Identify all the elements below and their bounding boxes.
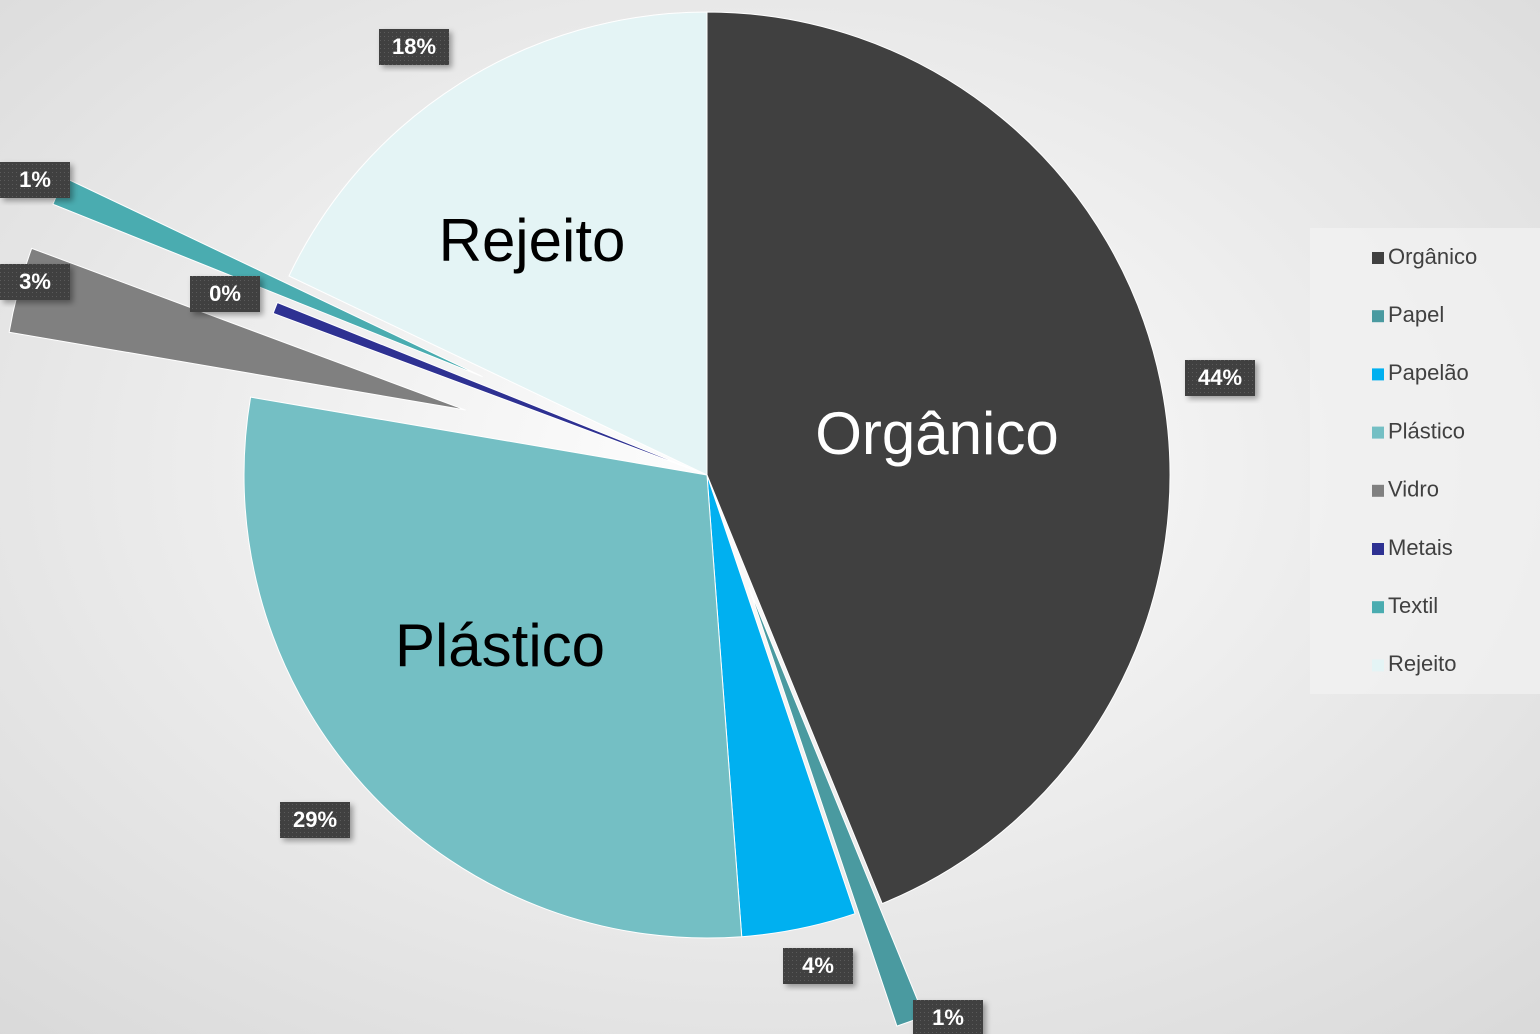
slice-label: Orgânico [815, 400, 1058, 467]
data-label: 0% [209, 281, 241, 306]
legend-label: Papelão [1388, 360, 1469, 385]
data-label-box [0, 162, 70, 198]
legend-swatch [1372, 601, 1384, 614]
data-label: 4% [802, 953, 834, 978]
slice [272, 301, 708, 476]
legend-swatch [1372, 252, 1384, 264]
legend-swatch [1372, 310, 1384, 323]
data-label-box [0, 264, 70, 300]
legend-swatch [1372, 659, 1384, 672]
data-label-box [783, 948, 853, 984]
data-label: 44% [1198, 365, 1242, 390]
legend-swatch [1372, 543, 1384, 555]
slice [243, 396, 743, 939]
legend-label: Vidro [1388, 477, 1439, 502]
legend-swatch [1372, 426, 1384, 439]
data-label: 3% [19, 269, 51, 294]
data-label-box [190, 276, 260, 312]
data-label: 18% [392, 34, 436, 59]
data-label: 1% [19, 167, 51, 192]
data-label: 1% [932, 1005, 964, 1030]
slice-label: Plástico [395, 612, 605, 679]
labels: 44% Orgânico 1% 4% 29% Plástico 3% 0% 1% 18% Rejei… [0, 29, 1255, 1034]
legend-swatch [1372, 484, 1384, 497]
data-label-box [280, 802, 350, 838]
slice-label: Rejeito [439, 207, 626, 274]
slice [288, 11, 708, 476]
data-label-box [379, 29, 449, 65]
legend-label: Rejeito [1388, 651, 1456, 676]
legend-box [1310, 228, 1540, 694]
slices [8, 11, 1171, 1027]
legend-label: Papel [1388, 302, 1444, 327]
legend-label: Textil [1388, 593, 1438, 618]
data-label: 29% [293, 807, 337, 832]
data-label-box [913, 1000, 983, 1034]
legend-label: Plástico [1388, 418, 1465, 443]
slice [706, 11, 1171, 905]
legend-label: Orgânico [1388, 244, 1477, 269]
legend-label: Metais [1388, 535, 1453, 560]
data-label-box [1185, 360, 1255, 396]
legend-swatch [1372, 368, 1384, 381]
